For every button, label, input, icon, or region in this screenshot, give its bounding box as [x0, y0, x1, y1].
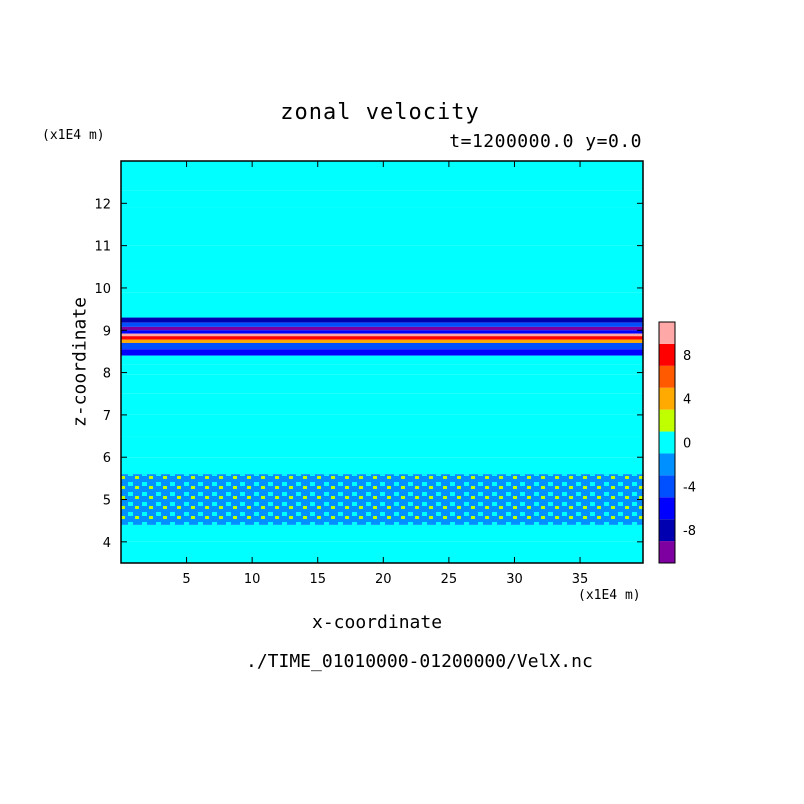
heatmap-band — [121, 524, 643, 542]
colorbar-swatch — [659, 453, 675, 476]
x-tick-label: 15 — [309, 572, 326, 587]
heatmap-band — [121, 342, 643, 350]
heatmap-band — [121, 271, 643, 293]
y-tick-label: 12 — [94, 197, 111, 212]
axes: 5 10 15 20 25 30 35 4 5 6 7 8 9 10 11 12 — [94, 161, 643, 587]
x-tick-label: 20 — [375, 572, 392, 587]
heatmap-band — [121, 355, 643, 365]
heatmap-band — [121, 374, 643, 394]
colorbar-swatch — [659, 431, 675, 454]
heatmap-band — [121, 333, 643, 337]
colorbar-frame — [658, 321, 676, 564]
y-tick-label: 5 — [103, 494, 111, 509]
y-tick-label: 8 — [103, 367, 111, 382]
colorbar-swatch — [659, 343, 675, 366]
y-axis-unit: (x1E4 m) — [42, 128, 105, 143]
x-tick-label: 30 — [506, 572, 523, 587]
heatmap-band — [121, 414, 643, 437]
colorbar-swatch — [659, 387, 675, 410]
heatmap-band — [121, 339, 643, 343]
y-tick-label: 4 — [103, 536, 111, 551]
colorbar-swatch — [659, 519, 675, 542]
y-tick-label: 6 — [103, 451, 111, 466]
colorbar-tick-label: 4 — [683, 393, 691, 408]
heatmap-band — [121, 326, 643, 331]
heatmap-band — [121, 330, 643, 334]
x-tick-label: 5 — [182, 572, 190, 587]
heatmap-band — [121, 306, 643, 318]
chart-subtitle: t=1200000.0 y=0.0 — [449, 131, 642, 152]
heatmap-band — [121, 161, 643, 191]
heatmap-band — [121, 245, 643, 272]
colorbar-swatch — [659, 541, 675, 563]
y-tick-label: 7 — [103, 409, 111, 424]
colorbar-swatch — [659, 322, 675, 344]
heatmap-band — [121, 436, 643, 458]
y-tick-label: 10 — [94, 282, 111, 297]
heatmap-band — [121, 457, 643, 475]
chart-title: zonal velocity — [280, 100, 480, 125]
colorbar-tick-label: 8 — [683, 349, 691, 364]
x-tick-label: 10 — [244, 572, 261, 587]
heatmap-band — [121, 317, 643, 323]
colorbar-swatch — [659, 475, 675, 498]
heatmap-band — [121, 292, 643, 307]
heatmap-texture — [121, 474, 643, 525]
colorbar-swatch — [659, 409, 675, 432]
colorbar-tick-label: 0 — [683, 437, 691, 452]
x-axis-label: x-coordinate — [312, 612, 443, 633]
x-tick-label: 25 — [441, 572, 458, 587]
heatmap-band — [121, 336, 643, 340]
heatmap-band — [121, 541, 643, 563]
heatmap-band — [121, 190, 643, 208]
y-tick-label: 9 — [103, 324, 111, 339]
colorbar: 8 4 0 -4 -8 — [658, 321, 696, 564]
heatmap-band — [121, 207, 643, 246]
heatmap-band — [121, 393, 643, 415]
heatmap-band — [121, 322, 643, 327]
colorbar-swatch — [659, 497, 675, 520]
colorbar-swatch — [659, 365, 675, 388]
file-path-label: ./TIME_01010000-01200000/VelX.nc — [246, 651, 593, 672]
heatmap-band — [121, 349, 643, 356]
colorbar-tick-label: -4 — [683, 480, 696, 495]
x-axis-unit: (x1E4 m) — [578, 588, 641, 603]
x-tick-label: 35 — [572, 572, 589, 587]
heatmap-plot-area — [121, 161, 643, 563]
heatmap-band — [121, 364, 643, 375]
colorbar-tick-label: -8 — [683, 524, 696, 539]
y-tick-label: 11 — [94, 240, 111, 255]
plot-frame — [120, 160, 644, 564]
